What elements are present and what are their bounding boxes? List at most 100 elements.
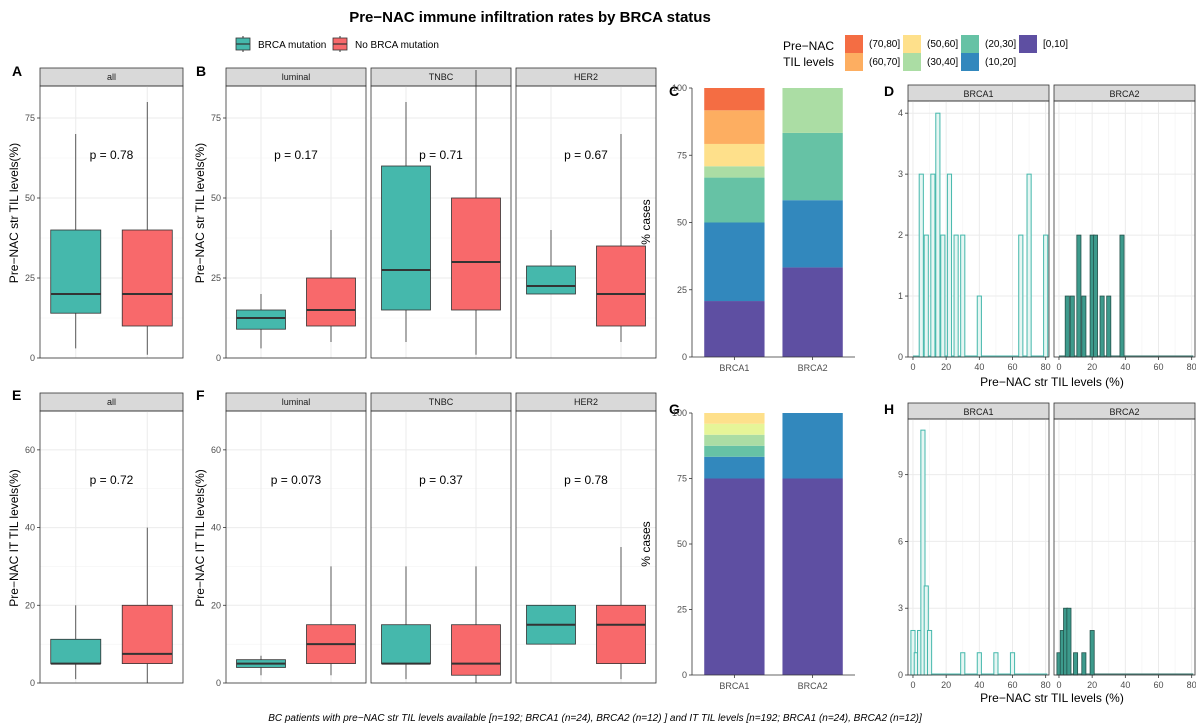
stacked-bar-segment — [704, 88, 765, 111]
p-value-label: p = 0.073 — [271, 473, 322, 487]
histogram-bar — [1106, 295, 1112, 358]
facet-strip-label: BRCA1 — [963, 89, 993, 99]
p-value-label: p = 0.72 — [90, 473, 134, 487]
histogram-bar — [1018, 234, 1024, 358]
histogram-bar — [1069, 295, 1075, 358]
x-tick-label: 60 — [1153, 680, 1163, 690]
stacked-bar-segment — [782, 200, 843, 268]
histogram-bar — [1076, 234, 1082, 358]
x-axis-label: Pre−NAC str TIL levels (%) — [980, 375, 1124, 389]
panel-e: E Pre−NAC IT TIL levels(%) all p = 0.72 0 20 4… — [7, 387, 184, 688]
x-tick-label: 60 — [1007, 362, 1017, 372]
facet-strip-label: HER2 — [574, 72, 598, 82]
legend-label: No BRCA mutation — [355, 40, 439, 51]
histogram-bar — [923, 234, 929, 358]
til-legend-title-1: Pre−NAC — [783, 39, 834, 53]
histogram-bar — [1066, 607, 1072, 676]
x-tick-label: 60 — [1007, 680, 1017, 690]
panel-label: G — [669, 401, 680, 417]
histogram-bar — [1089, 630, 1095, 676]
x-tick-label: BRCA1 — [719, 681, 749, 691]
stacked-bar-segment — [704, 301, 765, 357]
legend-label: BRCA mutation — [258, 40, 326, 51]
p-value-label: p = 0.71 — [419, 148, 463, 162]
y-tick-label: 4 — [898, 108, 903, 118]
x-tick-label: 80 — [1187, 362, 1196, 372]
til-legend-label: (20,30] — [985, 39, 1016, 50]
p-value-label: p = 0.37 — [419, 473, 463, 487]
facet-strip-label: BRCA2 — [1109, 89, 1139, 99]
histogram-bar — [1073, 652, 1079, 676]
panel-label: F — [196, 387, 205, 403]
y-tick-label: 75 — [211, 113, 221, 123]
panel-border — [39, 410, 184, 684]
x-tick-label: 60 — [1153, 362, 1163, 372]
y-axis-label: Pre−NAC IT TIL levels(%) — [7, 469, 21, 606]
x-tick-label: 0 — [910, 362, 915, 372]
y-tick-label: 50 — [211, 193, 221, 203]
box-body — [50, 229, 102, 314]
histogram-bar — [1043, 234, 1049, 358]
facet-strip-label: BRCA1 — [963, 407, 993, 417]
til-legend: Pre−NAC TIL levels (70,80] (60,70] (50,60]… — [783, 35, 1068, 71]
p-value-label: p = 0.78 — [90, 148, 134, 162]
til-legend-swatch — [961, 53, 979, 71]
histogram-bar — [976, 295, 982, 358]
histogram-bar — [960, 652, 966, 676]
histogram-bar — [1092, 234, 1098, 358]
histogram-bar — [935, 112, 941, 358]
stacked-bar-segment — [704, 110, 765, 144]
y-tick-label: 3 — [898, 603, 903, 613]
panel-label: H — [884, 401, 894, 417]
panel-label: A — [12, 63, 22, 79]
figure-title: Pre−NAC immune infiltration rates by BRC… — [349, 9, 711, 26]
y-tick-label: 75 — [677, 150, 687, 160]
panel-border — [907, 418, 1050, 676]
histogram-bar — [953, 234, 959, 358]
til-legend-swatch — [903, 53, 921, 71]
y-tick-label: 1 — [898, 291, 903, 301]
figure-caption: BC patients with pre−NAC str TIL levels … — [268, 713, 922, 724]
histogram-bar — [946, 173, 953, 358]
panel-border — [515, 85, 657, 359]
box-body — [526, 265, 576, 295]
histogram-bar — [926, 629, 933, 676]
stacked-bar-segment — [704, 434, 765, 446]
y-tick-label: 0 — [898, 670, 903, 680]
x-tick-label: 40 — [1120, 680, 1130, 690]
histogram-bar — [1081, 652, 1087, 676]
y-tick-label: 6 — [898, 536, 903, 546]
stacked-bar-segment — [782, 132, 843, 201]
panel-label: E — [12, 387, 21, 403]
x-tick-label: 0 — [1056, 680, 1061, 690]
y-tick-label: 0 — [30, 678, 35, 688]
til-legend-swatch — [845, 53, 863, 71]
panel-border — [39, 85, 184, 359]
til-legend-label: [0,10] — [1043, 39, 1068, 50]
histogram-bar — [1081, 295, 1087, 358]
y-tick-label: 40 — [25, 523, 35, 533]
facet-strip-label: BRCA2 — [1109, 407, 1139, 417]
y-tick-label: 25 — [677, 605, 687, 615]
box-body — [306, 277, 356, 327]
box-body — [50, 638, 102, 664]
stacked-bar-segment — [704, 456, 765, 479]
y-tick-label: 25 — [211, 273, 221, 283]
y-tick-label: 0 — [898, 352, 903, 362]
x-tick-label: 0 — [1056, 362, 1061, 372]
x-tick-label: 20 — [1087, 680, 1097, 690]
x-tick-label: BRCA2 — [798, 681, 828, 691]
histogram-bar — [918, 173, 924, 358]
histogram-bar — [993, 652, 999, 676]
panel-label: D — [884, 83, 894, 99]
stacked-bar-segment — [704, 413, 765, 424]
x-tick-label: 80 — [1187, 680, 1196, 690]
stacked-bar-segment — [782, 478, 843, 675]
til-legend-label: (30,40] — [927, 57, 958, 68]
x-tick-label: 20 — [941, 680, 951, 690]
y-tick-label: 75 — [25, 113, 35, 123]
y-tick-label: 3 — [898, 169, 903, 179]
y-tick-label: 25 — [25, 273, 35, 283]
